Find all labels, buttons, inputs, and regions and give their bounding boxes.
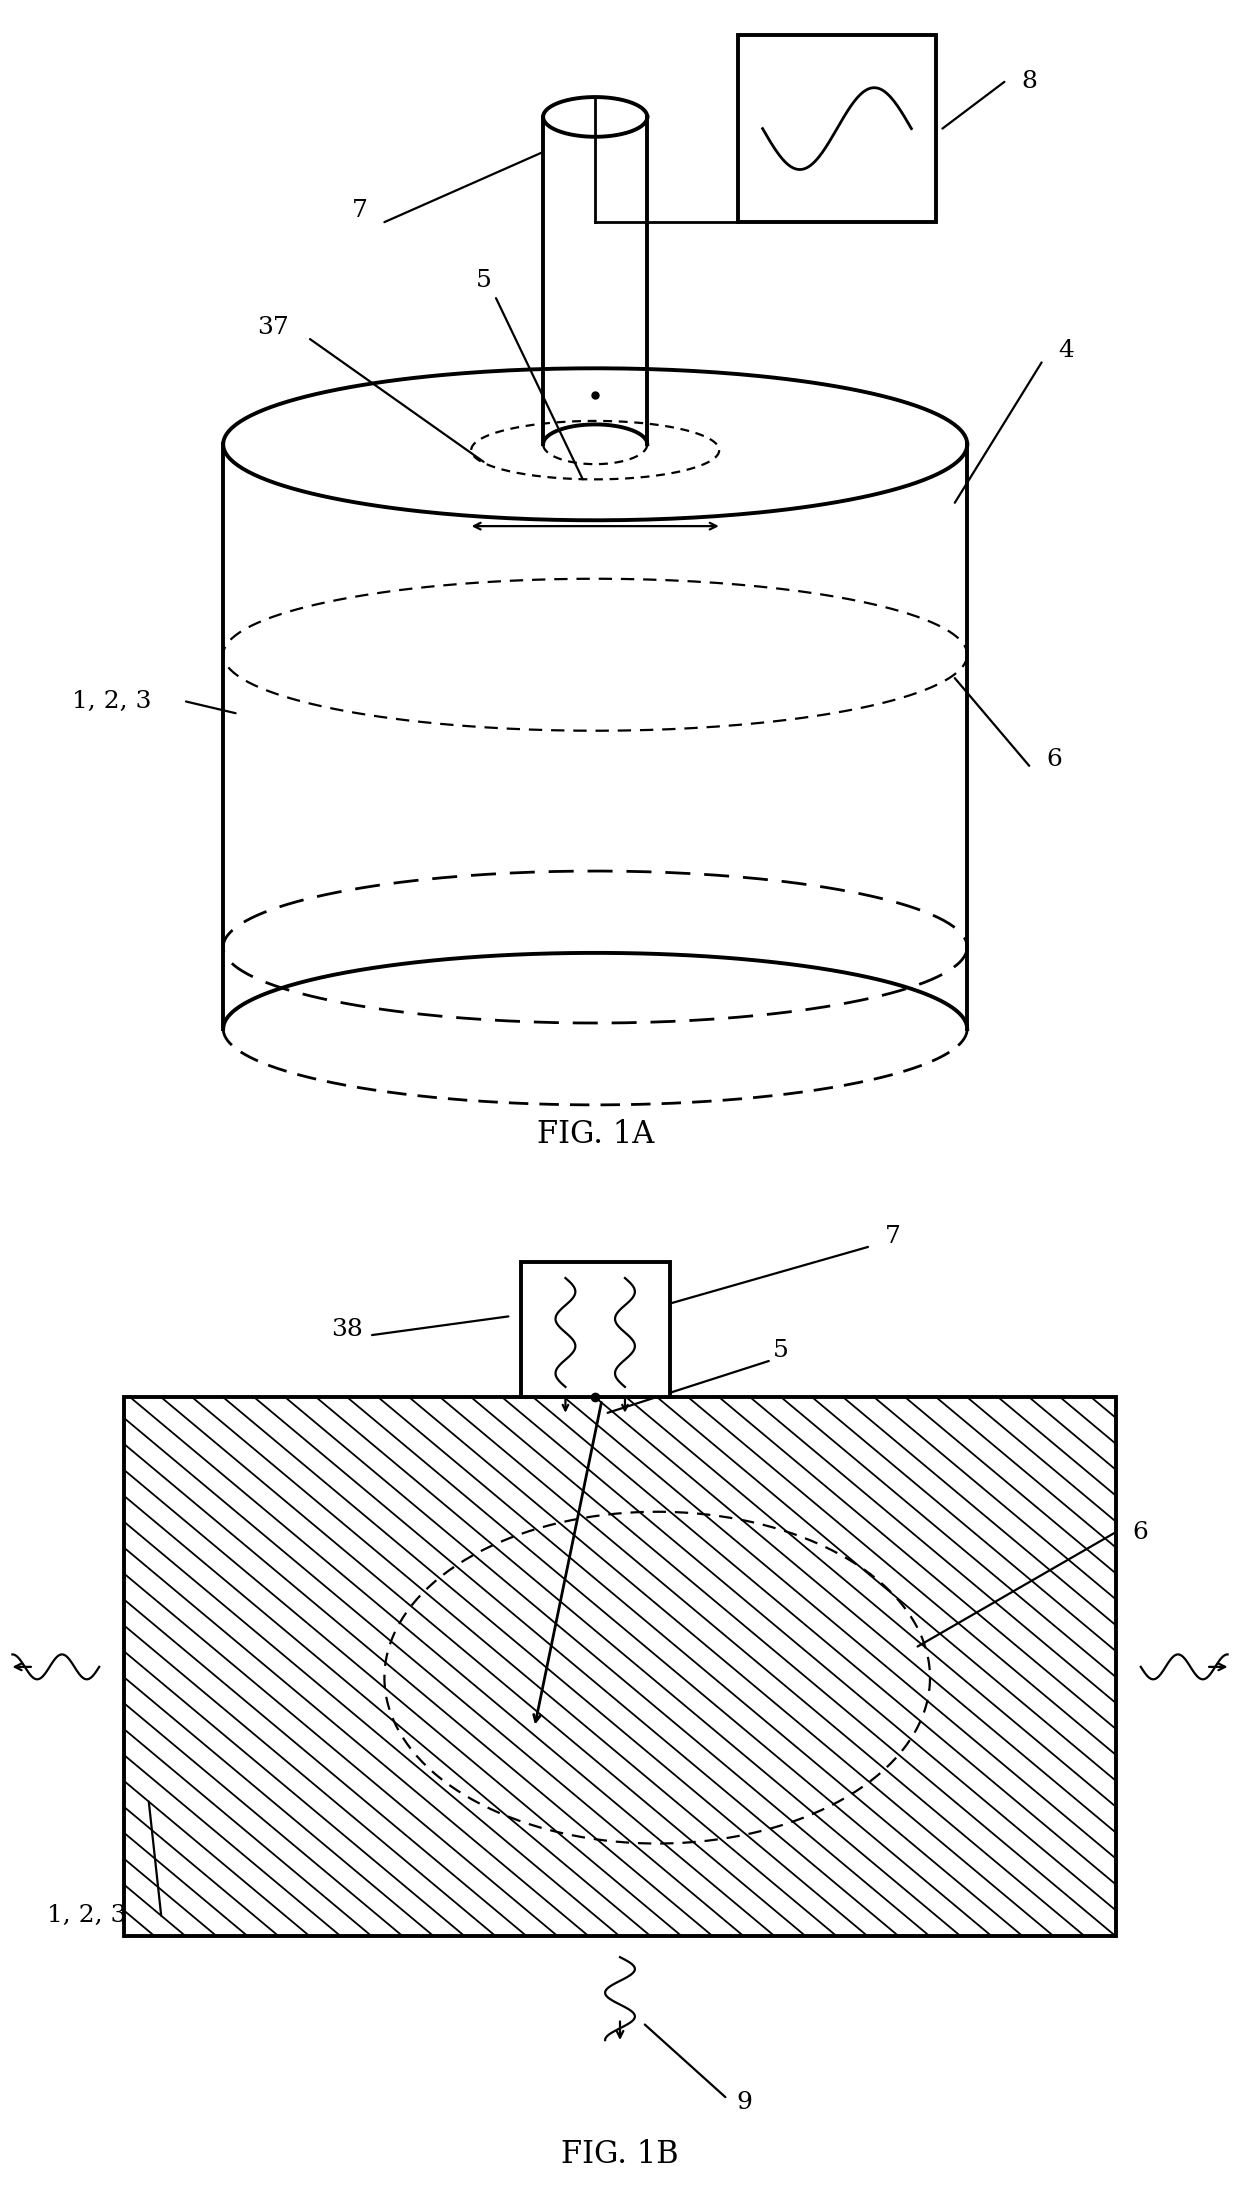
- Text: 8: 8: [1022, 71, 1037, 93]
- Text: 37: 37: [257, 315, 289, 340]
- Bar: [738, 35, 936, 223]
- Text: FIG. 1A: FIG. 1A: [537, 1118, 653, 1149]
- Bar: [521, 1262, 670, 1396]
- Text: 7: 7: [885, 1224, 900, 1249]
- Text: 38: 38: [331, 1319, 363, 1341]
- Text: 1, 2, 3: 1, 2, 3: [72, 690, 151, 713]
- Text: FIG. 1B: FIG. 1B: [562, 2138, 678, 2171]
- Text: 6: 6: [1047, 748, 1061, 772]
- Text: 1, 2, 3: 1, 2, 3: [47, 1904, 126, 1928]
- Text: 6: 6: [1133, 1520, 1148, 1544]
- Text: 4: 4: [1059, 340, 1074, 362]
- Text: 9: 9: [737, 2091, 751, 2113]
- Text: 5: 5: [774, 1339, 789, 1361]
- Bar: [124, 1396, 1116, 1937]
- Text: 7: 7: [352, 199, 367, 223]
- Text: 5: 5: [476, 269, 491, 291]
